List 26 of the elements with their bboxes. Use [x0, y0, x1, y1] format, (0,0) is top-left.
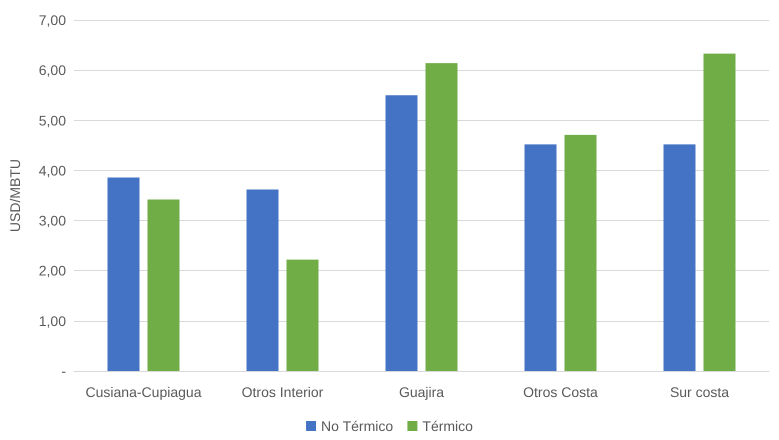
x-tick-label: Sur costa — [670, 384, 730, 400]
bar — [148, 200, 180, 371]
y-tick-label: - — [61, 363, 66, 379]
y-tick-label: 2,00 — [38, 262, 66, 279]
y-tick-label: 4,00 — [38, 162, 66, 178]
x-tick-label: Guajira — [398, 384, 444, 400]
x-tick-label: Otros Costa — [523, 384, 598, 400]
bar — [524, 144, 556, 371]
bar — [386, 95, 418, 371]
bar — [286, 260, 318, 371]
y-tick-label: 7,00 — [38, 12, 66, 28]
bar — [564, 134, 596, 371]
bar — [704, 54, 736, 371]
legend-label: Térmico — [422, 418, 474, 434]
y-tick-label: 3,00 — [38, 212, 66, 229]
x-tick-label: Cusiana-Cupiagua — [86, 384, 202, 400]
bar — [664, 144, 696, 371]
y-tick-label: 6,00 — [38, 62, 66, 78]
bar — [246, 189, 278, 371]
bar — [426, 63, 458, 371]
y-tick-label: 1,00 — [38, 312, 66, 329]
bar — [108, 177, 140, 371]
legend-label: No Térmico — [321, 418, 394, 434]
y-axis-title: USD/MBTU — [7, 158, 23, 232]
y-tick-label: 5,00 — [38, 112, 66, 128]
x-tick-label: Otros Interior — [242, 384, 324, 400]
